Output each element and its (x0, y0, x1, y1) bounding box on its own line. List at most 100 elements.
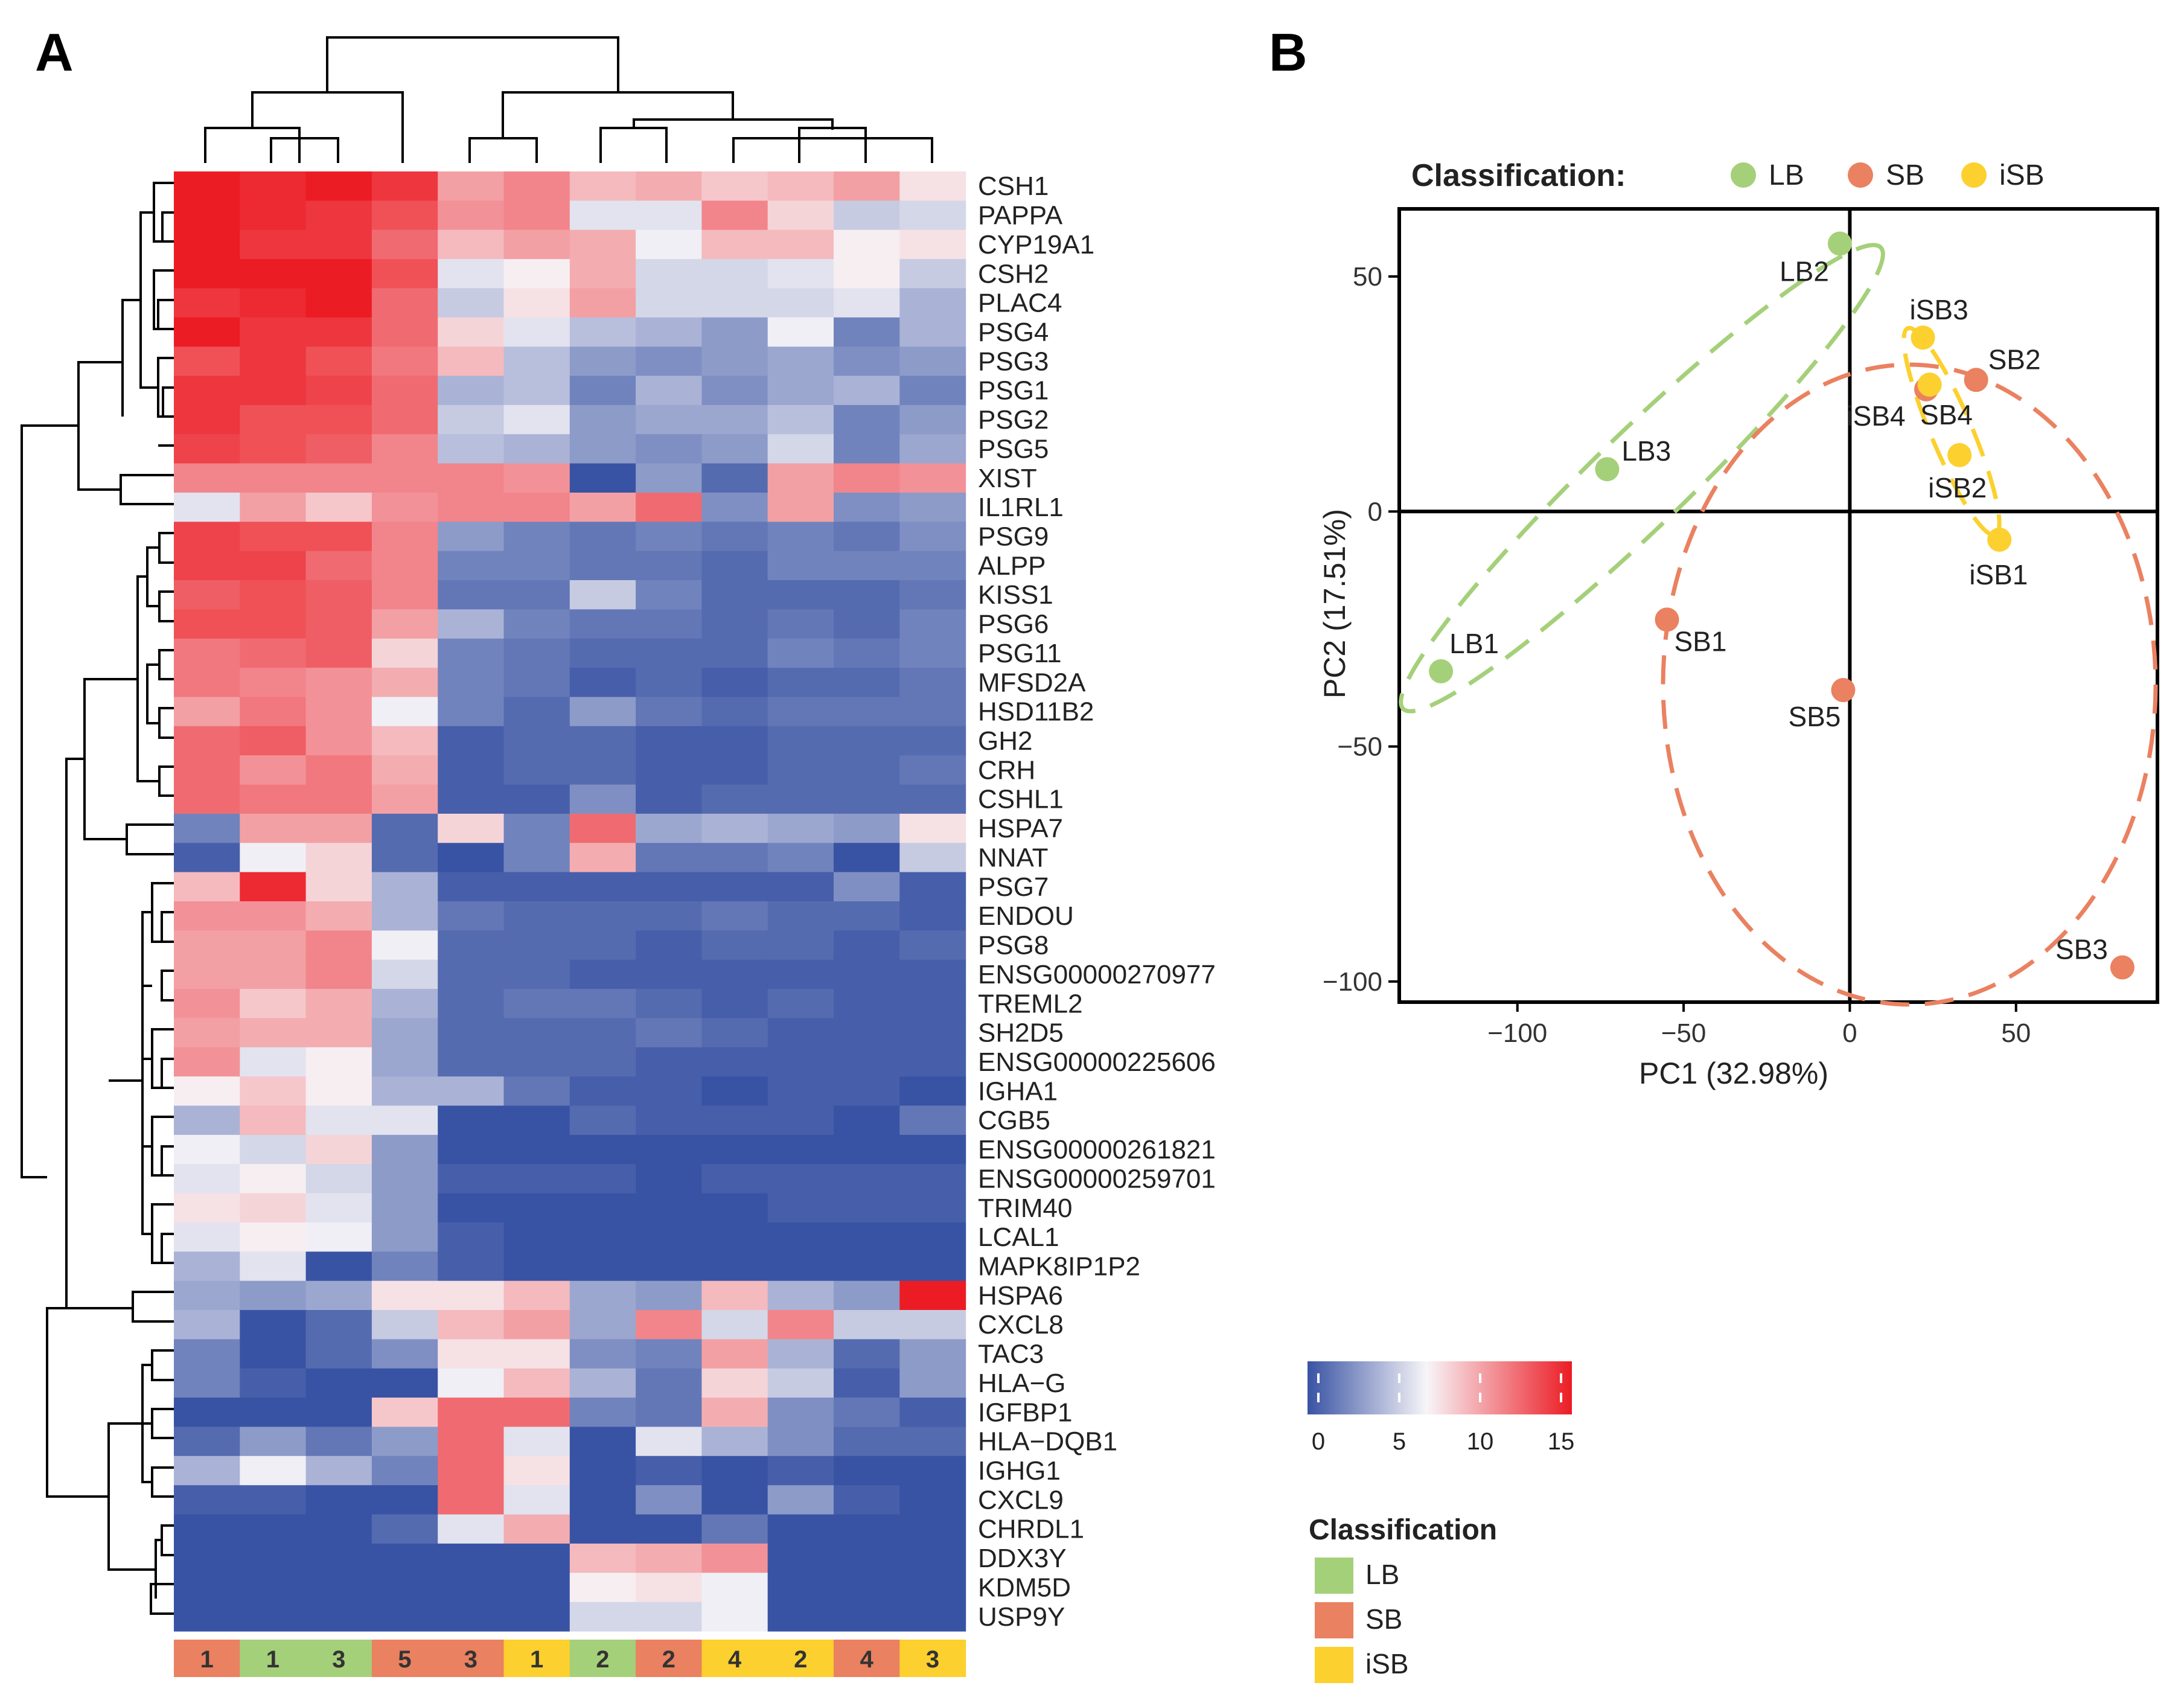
heatmap-cell (305, 1455, 372, 1486)
heatmap-cell (834, 726, 900, 756)
heatmap-cell (569, 1368, 636, 1398)
heatmap-cell (305, 522, 372, 552)
heatmap-cell (371, 638, 438, 668)
heatmap-cell (767, 1105, 834, 1136)
heatmap-cell (371, 1514, 438, 1544)
heatmap-cell (240, 843, 307, 873)
heatmap-cell (305, 171, 372, 201)
heatmap-cell (701, 347, 768, 377)
heatmap-cell (240, 1251, 307, 1282)
heatmap-cell (503, 1280, 570, 1311)
heatmap-cell (174, 1427, 240, 1457)
heatmap-cell (174, 1310, 240, 1340)
heatmap-cell (174, 1047, 240, 1077)
heatmap-row-label: NNAT (978, 843, 1049, 873)
heatmap-cell (767, 1280, 834, 1311)
pca-point-label: SB5 (1788, 701, 1841, 732)
heatmap-cell (701, 1222, 768, 1252)
heatmap-cell (438, 463, 505, 493)
heatmap-cell (240, 1339, 307, 1369)
heatmap-row-label: PSG1 (978, 376, 1049, 406)
heatmap-cell (899, 784, 966, 814)
heatmap-cell (767, 522, 834, 552)
heatmap-cell (438, 1134, 505, 1165)
heatmap-cell (438, 697, 505, 727)
heatmap-cell (174, 347, 240, 377)
annotation-legend: Classification LB SB iSB (1309, 1514, 1497, 1683)
pca-point-lb2 (1827, 231, 1852, 256)
heatmap-cell (701, 1398, 768, 1428)
heatmap-cell (438, 200, 505, 231)
heatmap-cell (174, 1339, 240, 1369)
column-annotation-label: 4 (860, 1646, 874, 1673)
heatmap-cell (767, 171, 834, 201)
heatmap-row-label: CXCL9 (978, 1485, 1064, 1515)
heatmap-cell (899, 259, 966, 289)
heatmap-cell (834, 1193, 900, 1223)
heatmap-cell (438, 375, 505, 406)
heatmap-cell (438, 1018, 505, 1048)
heatmap-cell (569, 1485, 636, 1515)
heatmap-cell (503, 1573, 570, 1603)
heatmap-cell (174, 493, 240, 522)
heatmap-row-label: IGFBP1 (978, 1398, 1073, 1427)
heatmap-cell (767, 434, 834, 464)
heatmap-cell (767, 638, 834, 668)
heatmap-cell (174, 551, 240, 581)
heatmap-cell (834, 229, 900, 260)
heatmap-cell (305, 493, 372, 522)
heatmap-cell (503, 551, 570, 581)
heatmap-cell (503, 930, 570, 960)
heatmap-cell (240, 1427, 307, 1457)
heatmap-cell (701, 1193, 768, 1223)
heatmap-cell (371, 1427, 438, 1457)
heatmap-cell (438, 638, 505, 668)
heatmap-cell (636, 843, 702, 873)
heatmap-cell (899, 638, 966, 668)
heatmap-cell (636, 171, 702, 201)
heatmap-cell (240, 726, 307, 756)
heatmap-cell (371, 1339, 438, 1369)
heatmap-cell (174, 1543, 240, 1573)
heatmap-cell (438, 930, 505, 960)
heatmap-cell (438, 1222, 505, 1252)
heatmap-cell (834, 259, 900, 289)
heatmap-cell (569, 522, 636, 552)
heatmap-cell (834, 959, 900, 989)
heatmap-cell (305, 200, 372, 231)
pca-ytick-label: 50 (1353, 262, 1382, 292)
heatmap-cell (438, 872, 505, 902)
heatmap-row-label: CXCL8 (978, 1310, 1064, 1340)
heatmap-cell (569, 1602, 636, 1632)
heatmap-cell (240, 609, 307, 639)
heatmap-cell (371, 1164, 438, 1194)
heatmap-row-label: PSG2 (978, 405, 1049, 435)
heatmap-cell (569, 609, 636, 639)
heatmap-cell (503, 784, 570, 814)
heatmap-cell (899, 1398, 966, 1428)
column-annotation-label: 3 (332, 1646, 345, 1673)
heatmap-cell (371, 1076, 438, 1107)
heatmap-cell (701, 1339, 768, 1369)
heatmap-cell (371, 171, 438, 201)
heatmap-cell (636, 580, 702, 610)
heatmap-cell (503, 1398, 570, 1428)
heatmap-cell (305, 1193, 372, 1223)
heatmap-row-label: PAPPA (978, 201, 1063, 231)
heatmap-cell (701, 1251, 768, 1282)
heatmap-cell (240, 229, 307, 260)
heatmap-cell (701, 697, 768, 727)
column-annotation-cell (174, 1640, 240, 1677)
heatmap-cell (636, 200, 702, 231)
column-annotation-label: 2 (794, 1646, 807, 1673)
heatmap-cell (305, 755, 372, 785)
heatmap-cell (503, 1514, 570, 1544)
heatmap-cell (371, 347, 438, 377)
heatmap-cell (834, 638, 900, 668)
annotation-legend-swatch (1315, 1602, 1353, 1638)
heatmap-cell (371, 1018, 438, 1048)
heatmap-cell (701, 404, 768, 435)
heatmap-cell (899, 1047, 966, 1077)
heatmap-cell (438, 755, 505, 785)
